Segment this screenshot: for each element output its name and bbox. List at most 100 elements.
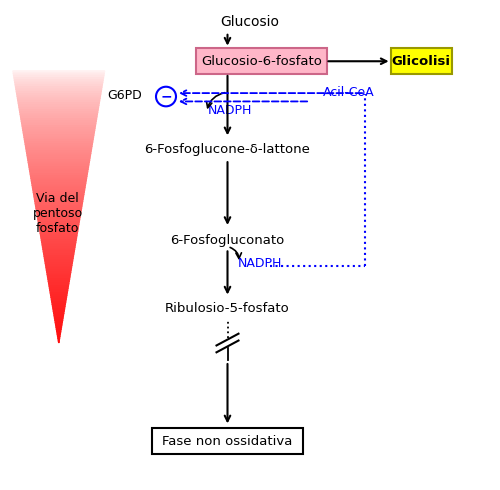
- Polygon shape: [46, 270, 71, 272]
- Polygon shape: [51, 297, 66, 299]
- Polygon shape: [41, 238, 76, 240]
- Polygon shape: [29, 167, 88, 169]
- Polygon shape: [15, 82, 102, 85]
- Polygon shape: [34, 196, 84, 199]
- Polygon shape: [40, 229, 78, 231]
- Polygon shape: [50, 295, 67, 297]
- Polygon shape: [26, 148, 92, 151]
- Polygon shape: [50, 293, 67, 295]
- Polygon shape: [18, 100, 100, 103]
- Text: −: −: [160, 90, 172, 103]
- Polygon shape: [57, 332, 60, 334]
- Polygon shape: [50, 288, 68, 291]
- Polygon shape: [54, 311, 64, 313]
- Polygon shape: [46, 263, 72, 265]
- Polygon shape: [52, 304, 66, 306]
- Polygon shape: [22, 126, 96, 128]
- Polygon shape: [14, 80, 103, 82]
- Polygon shape: [57, 334, 60, 336]
- Circle shape: [156, 87, 176, 106]
- Polygon shape: [32, 188, 85, 190]
- Polygon shape: [28, 165, 89, 167]
- Polygon shape: [54, 313, 64, 316]
- Polygon shape: [20, 110, 98, 112]
- Polygon shape: [14, 78, 104, 80]
- Polygon shape: [38, 222, 79, 224]
- Polygon shape: [44, 254, 74, 256]
- Polygon shape: [55, 320, 62, 322]
- Text: NADPH: NADPH: [238, 257, 282, 270]
- Polygon shape: [56, 322, 62, 325]
- Polygon shape: [30, 169, 88, 171]
- Polygon shape: [22, 128, 95, 130]
- Polygon shape: [22, 123, 96, 126]
- Text: NADPH: NADPH: [208, 104, 252, 117]
- Polygon shape: [35, 203, 82, 206]
- Polygon shape: [46, 268, 72, 270]
- Polygon shape: [20, 114, 98, 117]
- Polygon shape: [40, 231, 78, 233]
- Polygon shape: [52, 302, 66, 304]
- Polygon shape: [25, 142, 92, 144]
- Polygon shape: [47, 272, 70, 274]
- Polygon shape: [14, 75, 104, 78]
- Polygon shape: [31, 178, 86, 181]
- Text: Glucosio: Glucosio: [220, 15, 280, 29]
- Polygon shape: [54, 316, 64, 318]
- Text: Glicolisi: Glicolisi: [392, 55, 451, 68]
- Polygon shape: [28, 158, 90, 160]
- Polygon shape: [32, 185, 86, 188]
- Polygon shape: [42, 243, 76, 245]
- Polygon shape: [48, 277, 70, 279]
- Polygon shape: [43, 249, 74, 251]
- Polygon shape: [50, 291, 68, 293]
- Polygon shape: [38, 217, 80, 220]
- Text: 6-Fosfogluconato: 6-Fosfogluconato: [170, 234, 284, 246]
- Polygon shape: [47, 274, 70, 277]
- Polygon shape: [56, 329, 61, 332]
- FancyBboxPatch shape: [391, 48, 452, 74]
- Text: G6PD: G6PD: [108, 89, 142, 102]
- Polygon shape: [20, 117, 97, 119]
- Polygon shape: [30, 174, 88, 176]
- Polygon shape: [42, 245, 76, 247]
- Text: 6-Fosfoglucone-δ-lattone: 6-Fosfoglucone-δ-lattone: [144, 143, 310, 156]
- Text: Fase non ossidativa: Fase non ossidativa: [162, 435, 292, 447]
- Polygon shape: [28, 160, 90, 162]
- Polygon shape: [24, 133, 94, 135]
- Polygon shape: [16, 92, 101, 94]
- Polygon shape: [22, 121, 96, 123]
- FancyBboxPatch shape: [152, 428, 302, 454]
- Polygon shape: [58, 339, 59, 341]
- Polygon shape: [49, 286, 68, 288]
- Text: Acil-CoA: Acil-CoA: [322, 86, 374, 98]
- Polygon shape: [52, 299, 66, 302]
- Polygon shape: [45, 261, 72, 263]
- FancyBboxPatch shape: [196, 48, 326, 74]
- Polygon shape: [21, 119, 96, 121]
- Polygon shape: [23, 130, 95, 133]
- Polygon shape: [18, 98, 100, 100]
- Polygon shape: [37, 213, 80, 215]
- Text: Glucosio-6-fosfato: Glucosio-6-fosfato: [201, 55, 322, 68]
- Polygon shape: [48, 281, 69, 284]
- Polygon shape: [16, 87, 102, 89]
- Polygon shape: [16, 89, 102, 92]
- Polygon shape: [38, 224, 79, 226]
- Polygon shape: [27, 153, 90, 155]
- Polygon shape: [24, 140, 93, 142]
- Polygon shape: [48, 284, 69, 286]
- Polygon shape: [37, 215, 80, 217]
- Polygon shape: [36, 206, 82, 208]
- Polygon shape: [15, 85, 102, 87]
- Polygon shape: [18, 105, 99, 107]
- Polygon shape: [26, 147, 92, 148]
- Polygon shape: [30, 176, 87, 178]
- Polygon shape: [34, 192, 84, 195]
- Polygon shape: [36, 210, 81, 213]
- Polygon shape: [28, 162, 89, 165]
- Polygon shape: [53, 309, 64, 311]
- Polygon shape: [58, 341, 59, 343]
- Polygon shape: [56, 327, 62, 329]
- Polygon shape: [24, 135, 94, 137]
